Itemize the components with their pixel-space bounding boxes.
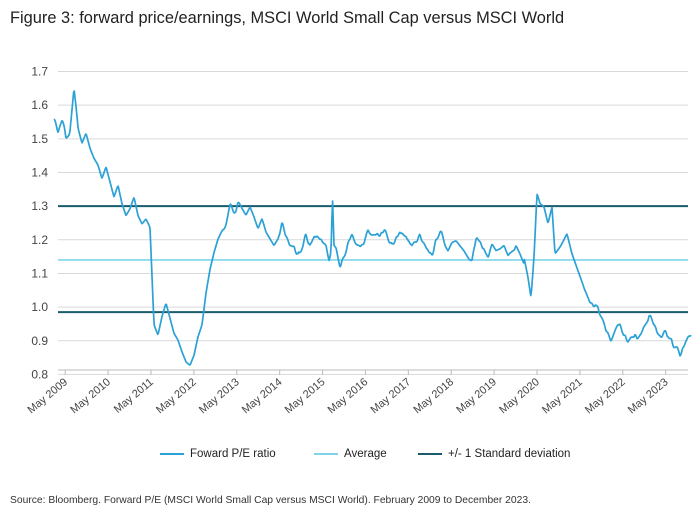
svg-text:May 2019: May 2019 <box>454 376 499 416</box>
svg-text:1.5: 1.5 <box>31 132 48 146</box>
svg-text:May 2018: May 2018 <box>411 376 456 416</box>
svg-text:May 2017: May 2017 <box>369 376 414 416</box>
svg-text:0.9: 0.9 <box>31 334 48 348</box>
svg-text:May 2015: May 2015 <box>283 376 328 416</box>
svg-text:1.1: 1.1 <box>31 266 48 280</box>
svg-text:1.0: 1.0 <box>31 300 48 314</box>
svg-text:May 2014: May 2014 <box>240 376 285 416</box>
svg-text:May 2023: May 2023 <box>626 376 671 416</box>
svg-text:May 2011: May 2011 <box>112 376 156 416</box>
svg-text:1.7: 1.7 <box>31 65 48 79</box>
svg-text:1.3: 1.3 <box>31 199 48 213</box>
svg-text:May 2020: May 2020 <box>497 376 542 416</box>
svg-text:1.2: 1.2 <box>31 233 48 247</box>
svg-text:1.4: 1.4 <box>31 165 48 179</box>
svg-text:May 2009: May 2009 <box>25 376 70 416</box>
svg-text:May 2013: May 2013 <box>197 376 242 416</box>
svg-text:May 2021: May 2021 <box>540 376 585 416</box>
svg-text:1.6: 1.6 <box>31 98 48 112</box>
svg-text:May 2022: May 2022 <box>583 376 628 416</box>
svg-text:May 2016: May 2016 <box>326 376 371 416</box>
svg-text:0.8: 0.8 <box>31 367 48 381</box>
svg-text:May 2012: May 2012 <box>154 376 199 416</box>
svg-text:May 2010: May 2010 <box>68 376 113 416</box>
